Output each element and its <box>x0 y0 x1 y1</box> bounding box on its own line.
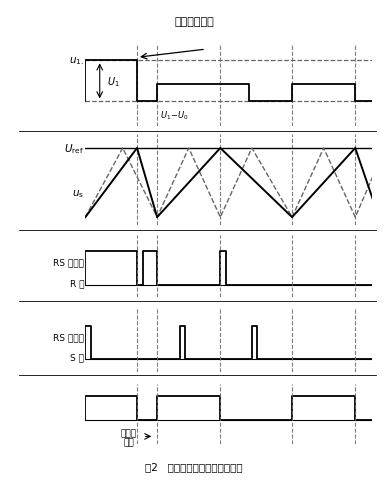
Text: 图2   基于电压积分的占空比调节: 图2 基于电压积分的占空比调节 <box>145 461 243 471</box>
Text: R 端: R 端 <box>70 278 84 288</box>
Text: RS 触发器: RS 触发器 <box>53 332 84 341</box>
Text: RS 触发器: RS 触发器 <box>53 258 84 267</box>
Text: $U_{\rm 1}$: $U_{\rm 1}$ <box>107 75 120 89</box>
Text: 输入电压变小: 输入电压变小 <box>174 17 214 26</box>
Text: S 端: S 端 <box>70 353 84 362</box>
Text: 变大: 变大 <box>123 437 134 446</box>
Text: $U_{\rm ref}$: $U_{\rm ref}$ <box>64 142 84 156</box>
Text: $u_{1.}$: $u_{1.}$ <box>69 55 84 67</box>
Text: $U_{\rm 1}\!-\!U_{\rm 0}$: $U_{\rm 1}\!-\!U_{\rm 0}$ <box>160 109 189 122</box>
Text: 占空比: 占空比 <box>120 428 137 437</box>
Text: $u_{\rm s}$: $u_{\rm s}$ <box>72 188 84 200</box>
